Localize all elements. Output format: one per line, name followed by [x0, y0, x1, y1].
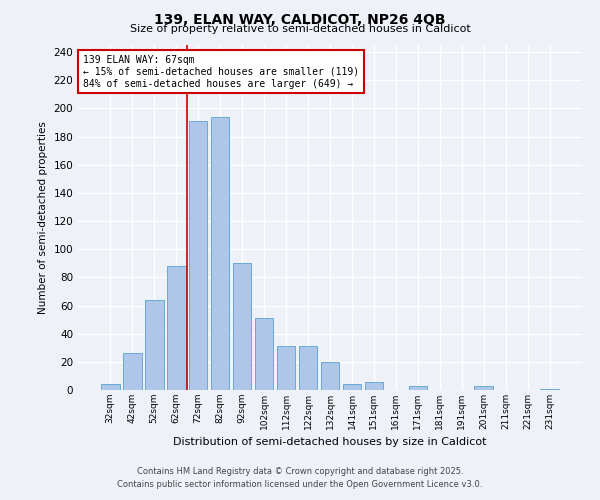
Bar: [233, 264, 251, 390]
Bar: [541, 388, 559, 390]
Bar: [365, 382, 383, 390]
Bar: [211, 117, 229, 390]
Bar: [343, 384, 361, 390]
Bar: [167, 266, 185, 390]
Bar: [475, 386, 493, 390]
Bar: [123, 354, 142, 390]
X-axis label: Distribution of semi-detached houses by size in Caldicot: Distribution of semi-detached houses by …: [173, 438, 487, 448]
Bar: [320, 362, 340, 390]
Text: Size of property relative to semi-detached houses in Caldicot: Size of property relative to semi-detach…: [130, 24, 470, 34]
Bar: [255, 318, 274, 390]
Text: Contains HM Land Registry data © Crown copyright and database right 2025.
Contai: Contains HM Land Registry data © Crown c…: [118, 468, 482, 489]
Bar: [101, 384, 119, 390]
Text: 139, ELAN WAY, CALDICOT, NP26 4QB: 139, ELAN WAY, CALDICOT, NP26 4QB: [154, 12, 446, 26]
Y-axis label: Number of semi-detached properties: Number of semi-detached properties: [38, 121, 48, 314]
Bar: [145, 300, 164, 390]
Bar: [277, 346, 295, 390]
Bar: [299, 346, 317, 390]
Bar: [409, 386, 427, 390]
Text: 139 ELAN WAY: 67sqm
← 15% of semi-detached houses are smaller (119)
84% of semi-: 139 ELAN WAY: 67sqm ← 15% of semi-detach…: [83, 56, 359, 88]
Bar: [189, 121, 208, 390]
